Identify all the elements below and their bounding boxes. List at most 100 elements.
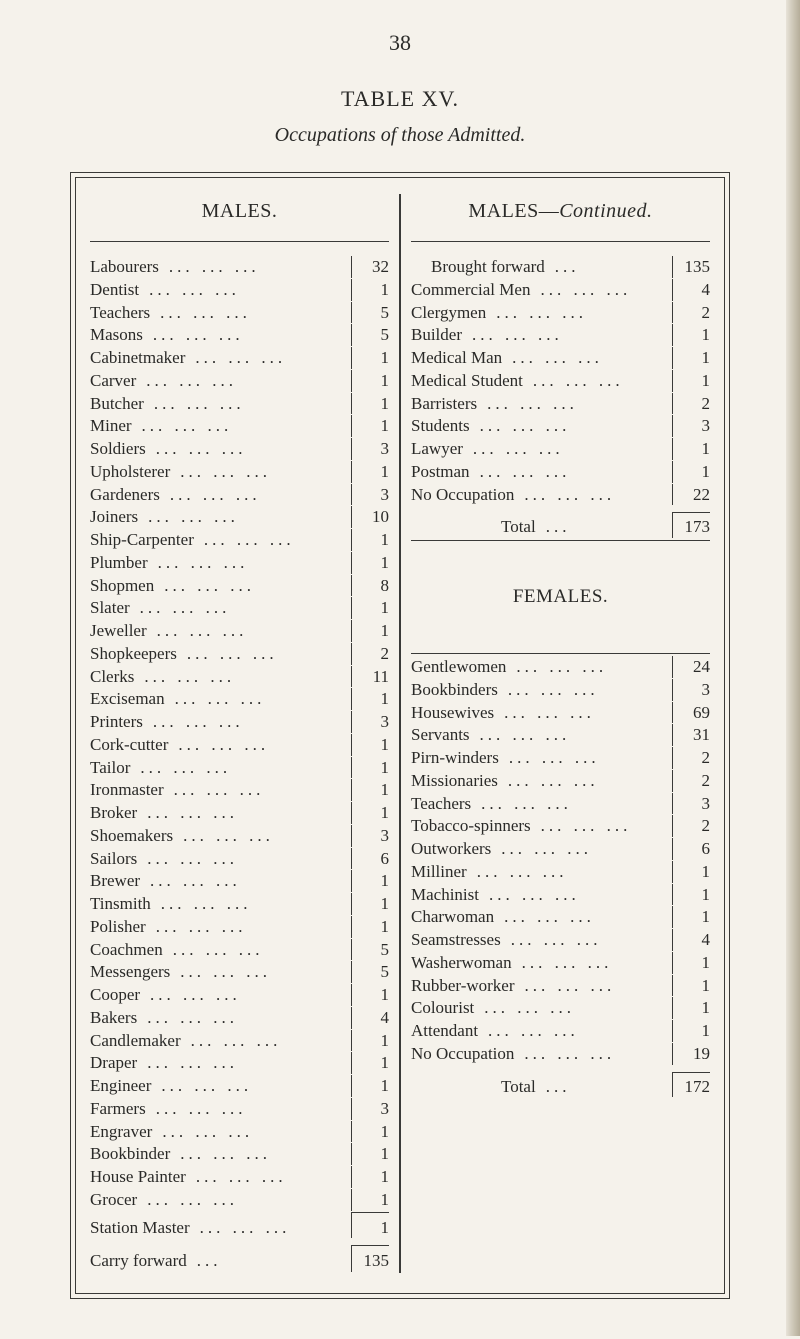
dots: ... ... ... xyxy=(494,702,672,724)
entry-label: Seamstresses xyxy=(411,929,501,951)
entry-row: Broker... ... ...1 xyxy=(90,802,389,824)
males-right-list: Commercial Men... ... ...4Clergymen... .… xyxy=(411,279,710,506)
dots: ... ... ... xyxy=(152,1121,351,1143)
dots: ... ... ... xyxy=(146,438,351,460)
entry-value: 1 xyxy=(672,997,710,1019)
entry-label: Attendant xyxy=(411,1020,478,1042)
dots: ... ... ... xyxy=(499,747,672,769)
entry-row: Messengers... ... ...5 xyxy=(90,961,389,983)
dots: ... ... ... xyxy=(168,734,351,756)
dots: ... ... ... xyxy=(143,711,351,733)
entry-label: No Occupation xyxy=(411,1043,514,1065)
dots: ... ... ... xyxy=(134,666,351,688)
entry-row: Outworkers... ... ...6 xyxy=(411,838,710,860)
entry-row: Butcher... ... ...1 xyxy=(90,393,389,415)
entry-row: Builder... ... ...1 xyxy=(411,324,710,346)
table-subtitle: Occupations of those Admitted. xyxy=(70,124,730,147)
entry-row: Shopkeepers... ... ...2 xyxy=(90,643,389,665)
entry-label: Charwoman xyxy=(411,906,494,928)
dots: ... ... ... xyxy=(463,438,672,460)
dots: ... ... ... xyxy=(498,679,672,701)
entry-row: Tailor... ... ...1 xyxy=(90,757,389,779)
entry-label: Dentist xyxy=(90,279,139,301)
females-total-label: Total xyxy=(411,1076,536,1098)
entry-row: Bakers... ... ...4 xyxy=(90,1007,389,1029)
sep-line xyxy=(411,653,710,654)
dots: ... ... ... xyxy=(132,415,351,437)
entry-label: Missionaries xyxy=(411,770,498,792)
entry-label: Teachers xyxy=(90,302,150,324)
entry-label: Gardeners xyxy=(90,484,160,506)
entry-value: 2 xyxy=(672,302,710,324)
brought-forward-value: 135 xyxy=(672,256,710,278)
dots: ... ... ... xyxy=(140,870,351,892)
entry-label: Draper xyxy=(90,1052,137,1074)
dots: ... ... ... xyxy=(530,279,672,301)
males-header: MALES. xyxy=(90,194,389,223)
entry-row: Medical Student... ... ...1 xyxy=(411,370,710,392)
entry-value: 8 xyxy=(351,575,389,597)
entry-row: Machinist... ... ...1 xyxy=(411,884,710,906)
entry-row: Station Master... ... ...1 xyxy=(90,1212,389,1239)
entry-label: Labourers xyxy=(90,256,159,278)
males-total-value: 173 xyxy=(672,512,710,538)
entry-row: Housewives... ... ...69 xyxy=(411,702,710,724)
entry-row: Farmers... ... ...3 xyxy=(90,1098,389,1120)
entry-label: Slater xyxy=(90,597,130,619)
entry-label: Bookbinders xyxy=(411,679,498,701)
males-total-label: Total xyxy=(411,516,536,538)
carry-forward-value: 135 xyxy=(351,1245,389,1272)
entry-value: 1 xyxy=(351,802,389,824)
females-list: Gentlewomen... ... ...24Bookbinders... .… xyxy=(411,656,710,1065)
entry-value: 1 xyxy=(351,279,389,301)
entry-value: 3 xyxy=(351,825,389,847)
entry-value: 2 xyxy=(672,393,710,415)
entry-value: 1 xyxy=(351,757,389,779)
entry-row: Commercial Men... ... ...4 xyxy=(411,279,710,301)
entry-row: Clergymen... ... ...2 xyxy=(411,302,710,324)
entry-row: Clerks... ... ...11 xyxy=(90,666,389,688)
entry-label: Commercial Men xyxy=(411,279,530,301)
dots: ... ... ... xyxy=(173,825,351,847)
entry-row: Milliner... ... ...1 xyxy=(411,861,710,883)
entry-row: Seamstresses... ... ...4 xyxy=(411,929,710,951)
entry-row: Dentist... ... ...1 xyxy=(90,279,389,301)
entry-value: 1 xyxy=(351,734,389,756)
entry-label: Candlemaker xyxy=(90,1030,181,1052)
dots: ... ... ... xyxy=(531,815,672,837)
dots: ... ... ... xyxy=(150,302,351,324)
entry-label: Lawyer xyxy=(411,438,463,460)
entry-row: Slater... ... ...1 xyxy=(90,597,389,619)
entry-row: Ironmaster... ... ...1 xyxy=(90,779,389,801)
entry-value: 1 xyxy=(351,1212,389,1239)
inner-frame: MALES. Labourers... ... ...32Dentist... … xyxy=(75,177,725,1294)
entry-value: 2 xyxy=(672,815,710,837)
entry-value: 1 xyxy=(672,861,710,883)
entry-label: Barristers xyxy=(411,393,477,415)
entry-label: Engineer xyxy=(90,1075,151,1097)
entry-value: 1 xyxy=(672,952,710,974)
page-number: 38 xyxy=(70,30,730,56)
dots: ... ... ... xyxy=(512,952,672,974)
dots: ... ... ... xyxy=(523,370,672,392)
entry-value: 1 xyxy=(351,1075,389,1097)
entry-label: Shoemakers xyxy=(90,825,173,847)
dots: ... ... ... xyxy=(501,929,672,951)
entry-value: 1 xyxy=(351,597,389,619)
page-edge xyxy=(786,0,800,1336)
entry-row: Gardeners... ... ...3 xyxy=(90,484,389,506)
dots: ... ... ... xyxy=(486,302,672,324)
dots: ... ... ... xyxy=(479,884,672,906)
females-total-row: Total ... 172 xyxy=(411,1072,710,1098)
dots: ... ... ... xyxy=(498,770,672,792)
entry-label: Bookbinder xyxy=(90,1143,170,1165)
entry-label: Housewives xyxy=(411,702,494,724)
dots: ... ... ... xyxy=(137,1007,351,1029)
dots: ... ... ... xyxy=(185,347,351,369)
dots: ... ... ... xyxy=(186,1166,351,1188)
dots: ... ... ... xyxy=(137,1189,351,1211)
entry-value: 1 xyxy=(351,529,389,551)
dots: ... ... ... xyxy=(143,324,351,346)
brought-forward-label: Brought forward xyxy=(411,256,545,278)
dots: ... ... ... xyxy=(470,724,672,746)
